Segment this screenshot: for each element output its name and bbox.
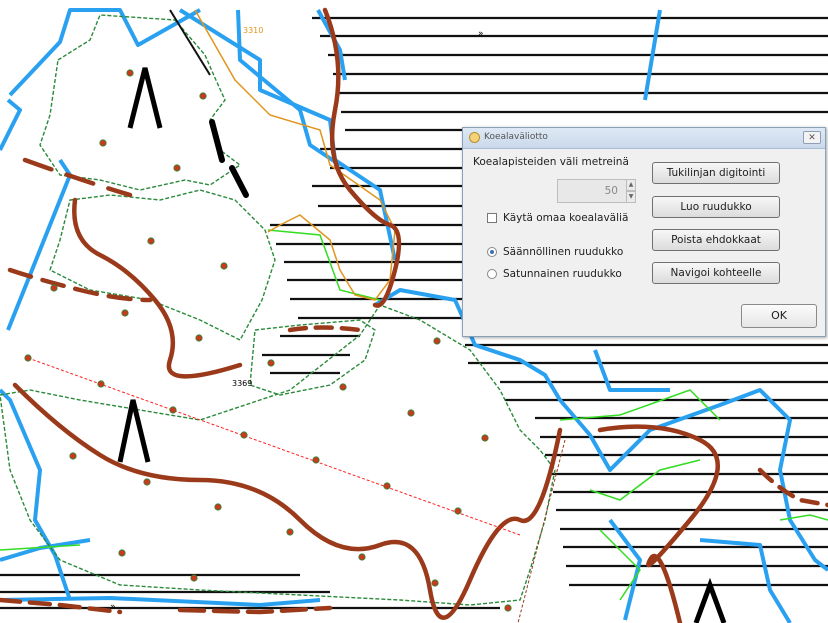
ok-button[interactable]: OK [741,304,817,328]
spin-down-icon[interactable]: ▼ [626,191,636,203]
regular-grid-option[interactable]: Säännöllinen ruudukko [487,246,623,258]
custom-spacing-option[interactable]: Käytä omaa koealaväliä [487,212,628,224]
random-grid-label: Satunnainen ruudukko [503,268,622,280]
random-grid-option[interactable]: Satunnainen ruudukko [487,268,622,280]
create-grid-button[interactable]: Luo ruudukko [652,196,780,218]
green-lines [0,229,828,601]
map-symbols [117,67,727,623]
ditches [0,7,828,623]
regular-grid-label: Säännöllinen ruudukko [503,246,624,258]
transect-line [27,357,521,536]
stand-boundaries [0,8,828,623]
chevron-symbol-1 [127,67,163,129]
svg-text:»: » [110,602,116,612]
dialog-title: Koealaväliotto [484,132,548,142]
sample-points [24,69,512,612]
digitized-line [209,119,249,198]
transect-line-2 [517,439,566,623]
dialog-titlebar[interactable]: Koealaväliotto ✕ [463,128,825,149]
stand-id-label-2: 3369 [232,379,252,388]
remove-button[interactable]: Poista ehdokkaat [652,229,780,251]
svg-text:»: » [478,29,484,39]
spacing-input[interactable]: 50 [557,179,627,203]
spacing-spinner[interactable]: 50 ▲ ▼ [557,179,637,203]
compartment-outlines [0,14,556,606]
chevron-symbol-2 [117,399,151,463]
orange-lines [194,9,396,301]
sampling-dialog: Koealaväliotto ✕ Koealapisteiden väli me… [462,127,826,337]
spacing-label: Koealapisteiden väli metreinä [473,156,629,168]
stand-id-label-1: 3310 [243,26,263,35]
random-grid-radio[interactable] [487,269,497,279]
navigate-button[interactable]: Navigoi kohteelle [652,262,780,284]
chevron-symbol-3 [693,577,727,623]
small-symbols: » » [110,29,484,612]
digitize-button[interactable]: Tukilinjan digitointi [652,162,780,184]
app-icon [469,132,480,143]
boundary-thin [169,9,211,76]
spin-up-icon[interactable]: ▲ [626,179,636,191]
custom-spacing-label: Käytä omaa koealaväliä [503,212,629,224]
custom-spacing-checkbox[interactable] [487,213,497,223]
regular-grid-radio[interactable] [487,247,497,257]
close-button[interactable]: ✕ [803,131,821,144]
